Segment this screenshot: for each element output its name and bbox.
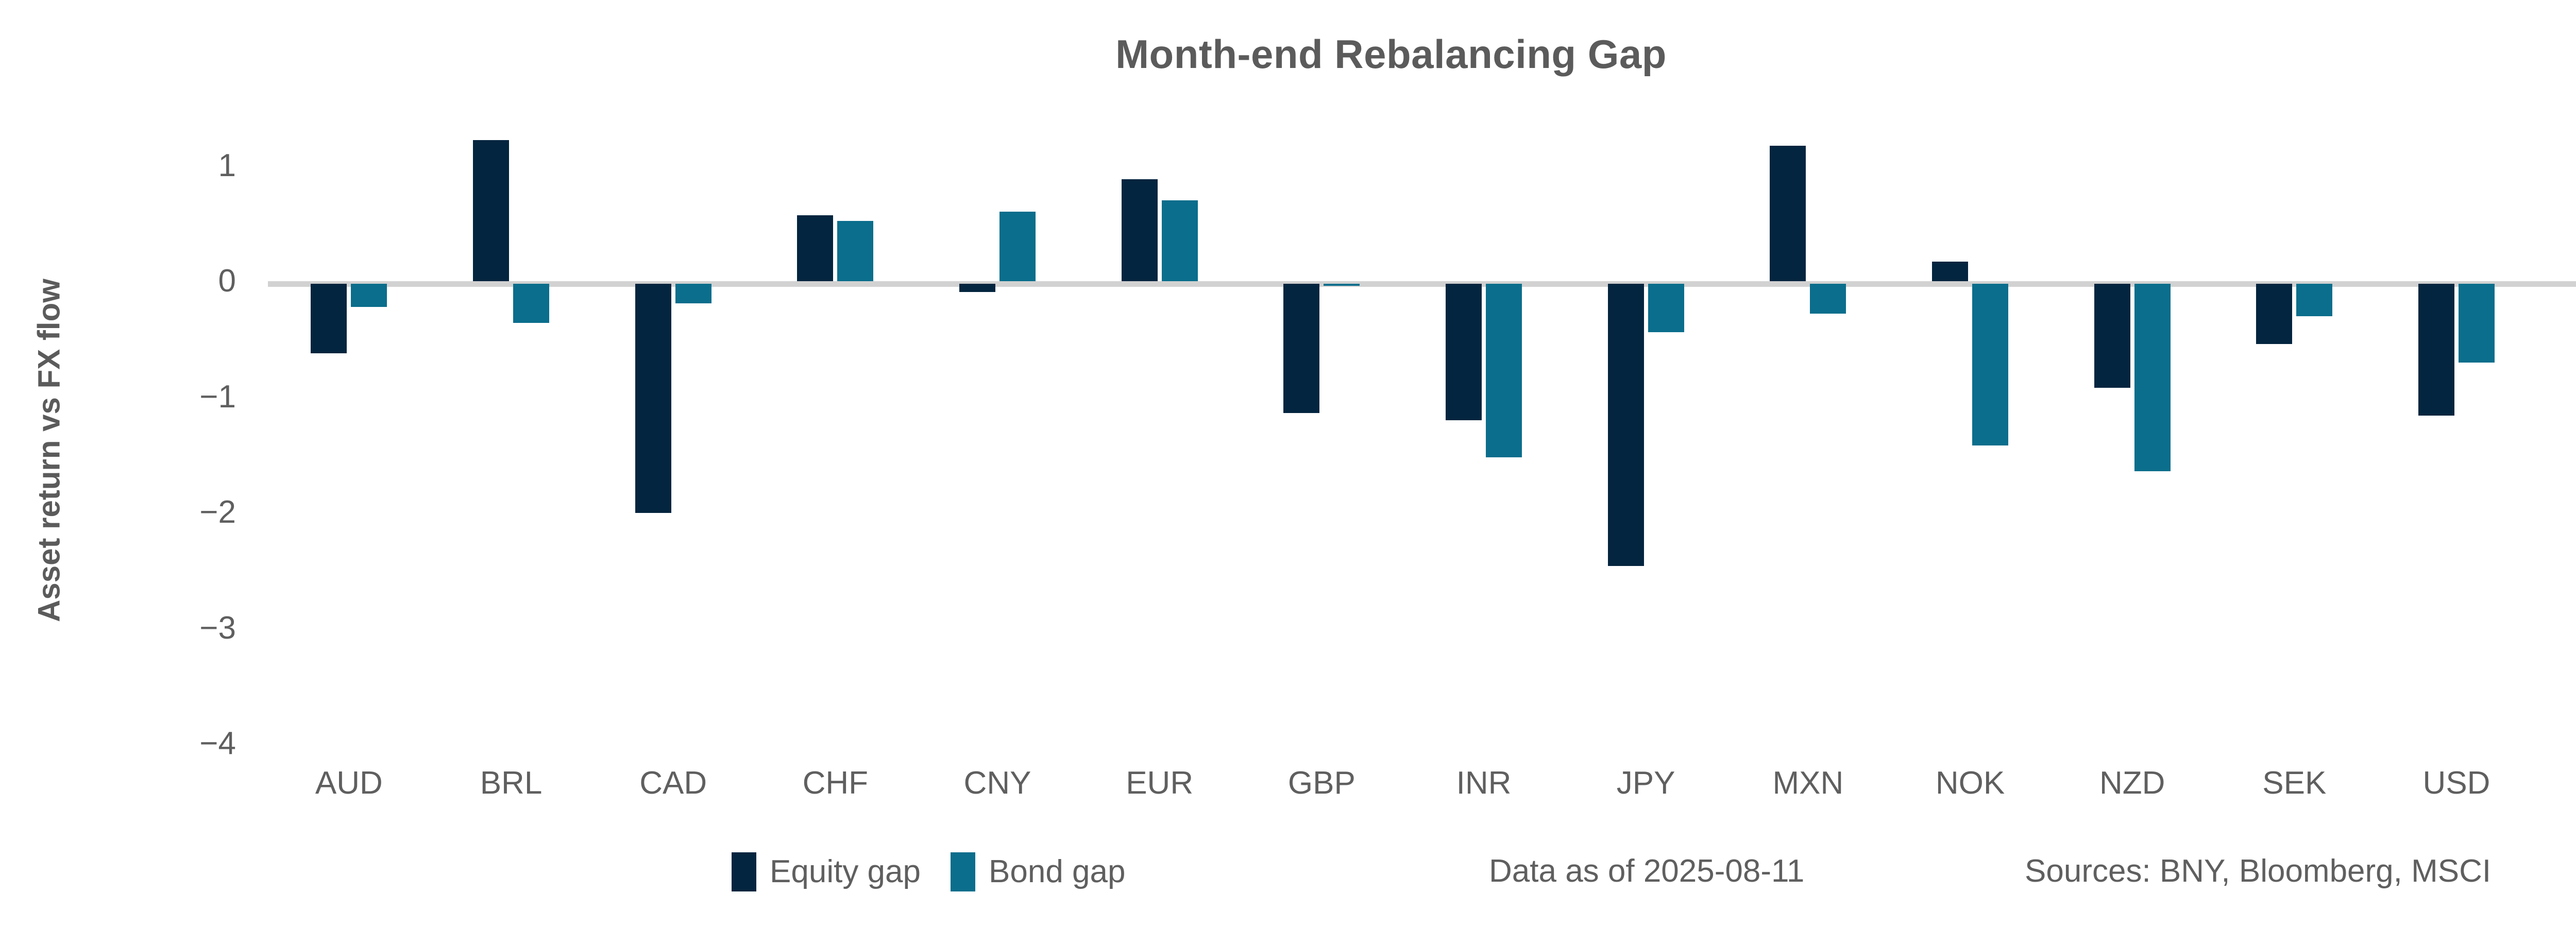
sources-note: Sources: BNY, Bloomberg, MSCI [2025, 853, 2492, 889]
y-tick-neg1: −1 [199, 379, 236, 415]
bar-eur-equity-gap[interactable] [1121, 179, 1158, 281]
x-tick-cny: CNY [963, 765, 1031, 801]
x-tick-usd: USD [2422, 765, 2490, 801]
legend-label: Equity gap [770, 854, 921, 889]
bar-nok-equity-gap[interactable] [1931, 261, 1968, 281]
bar-cad-bond-gap[interactable] [675, 284, 711, 304]
bar-sek-bond-gap[interactable] [2296, 284, 2333, 316]
bar-cad-equity-gap[interactable] [635, 284, 671, 513]
x-tick-aud: AUD [315, 765, 383, 801]
x-tick-mxn: MXN [1772, 765, 1844, 801]
bar-gbp-bond-gap[interactable] [1324, 284, 1360, 286]
bar-chf-bond-gap[interactable] [837, 221, 874, 281]
bar-usd-equity-gap[interactable] [2418, 284, 2454, 416]
plot-area [268, 140, 2576, 752]
bar-nok-bond-gap[interactable] [1972, 284, 2008, 446]
legend-swatch-icon [732, 852, 756, 891]
legend-swatch-icon [951, 852, 975, 891]
bar-group-sek [2213, 144, 2376, 752]
bar-aud-bond-gap[interactable] [351, 284, 387, 307]
bar-brl-equity-gap[interactable] [472, 140, 509, 281]
bar-group-mxn [1727, 144, 1889, 752]
x-tick-jpy: JPY [1616, 765, 1675, 801]
bar-group-nok [1889, 144, 2052, 752]
bar-cny-equity-gap[interactable] [959, 284, 995, 292]
bar-group-eur [1078, 144, 1241, 752]
bar-aud-equity-gap[interactable] [311, 284, 347, 353]
bar-nzd-equity-gap[interactable] [2094, 284, 2130, 388]
bar-jpy-equity-gap[interactable] [1607, 284, 1644, 566]
bar-inr-equity-gap[interactable] [1445, 284, 1482, 420]
chart-title: Month-end Rebalancing Gap [1115, 31, 1667, 77]
y-tick-neg3: −3 [199, 610, 236, 646]
bar-sek-equity-gap[interactable] [2256, 284, 2293, 344]
bar-nzd-bond-gap[interactable] [2134, 284, 2171, 471]
bar-group-nzd [2051, 144, 2213, 752]
zero-baseline [268, 281, 2576, 287]
bar-group-jpy [1565, 144, 1727, 752]
bar-group-cad [592, 144, 754, 752]
bar-inr-bond-gap[interactable] [1485, 284, 1522, 457]
x-tick-sek: SEK [2262, 765, 2327, 801]
legend-item-bond-gap[interactable]: Bond gap [951, 852, 1125, 891]
bar-group-zar [2537, 144, 2576, 752]
y-axis-label: Asset return vs FX flow [31, 279, 66, 622]
x-tick-cad: CAD [639, 765, 707, 801]
bar-group-cny [917, 144, 1079, 752]
chart-footer: Equity gap Bond gap Data as of 2025-08-11… [0, 852, 2576, 914]
data-as-of-note: Data as of 2025-08-11 [1489, 853, 1805, 889]
x-tick-brl: BRL [480, 765, 543, 801]
bar-group-inr [1403, 144, 1565, 752]
bar-group-aud [268, 144, 430, 752]
bar-jpy-bond-gap[interactable] [1648, 284, 1684, 333]
bar-mxn-bond-gap[interactable] [1810, 284, 1846, 314]
bar-group-chf [754, 144, 917, 752]
x-tick-gbp: GBP [1287, 765, 1355, 801]
legend-label: Bond gap [989, 854, 1126, 889]
bar-eur-bond-gap[interactable] [1161, 200, 1198, 281]
y-tick-neg2: −2 [199, 494, 236, 530]
y-tick-1: 1 [218, 147, 236, 183]
legend-item-equity-gap[interactable]: Equity gap [732, 852, 921, 891]
x-tick-nok: NOK [1935, 765, 2005, 801]
bar-brl-bond-gap[interactable] [513, 284, 549, 323]
x-tick-inr: INR [1456, 765, 1512, 801]
y-tick-0: 0 [218, 263, 236, 299]
bar-group-gbp [1241, 144, 1403, 752]
y-tick-neg4: −4 [199, 726, 236, 761]
bar-gbp-equity-gap[interactable] [1283, 284, 1320, 414]
bar-usd-bond-gap[interactable] [2458, 284, 2495, 363]
bar-cny-bond-gap[interactable] [999, 212, 1036, 281]
x-tick-eur: EUR [1126, 765, 1194, 801]
bar-mxn-equity-gap[interactable] [1770, 146, 1806, 281]
y-axis: Asset return vs FX flow 1 0 −1 −2 −3 −4 [0, 0, 268, 927]
x-tick-nzd: NZD [2099, 765, 2165, 801]
legend: Equity gap Bond gap [732, 852, 1125, 891]
bar-chf-equity-gap[interactable] [797, 215, 834, 281]
bar-group-usd [2376, 144, 2538, 752]
x-tick-chf: CHF [802, 765, 869, 801]
bar-group-brl [430, 140, 592, 752]
